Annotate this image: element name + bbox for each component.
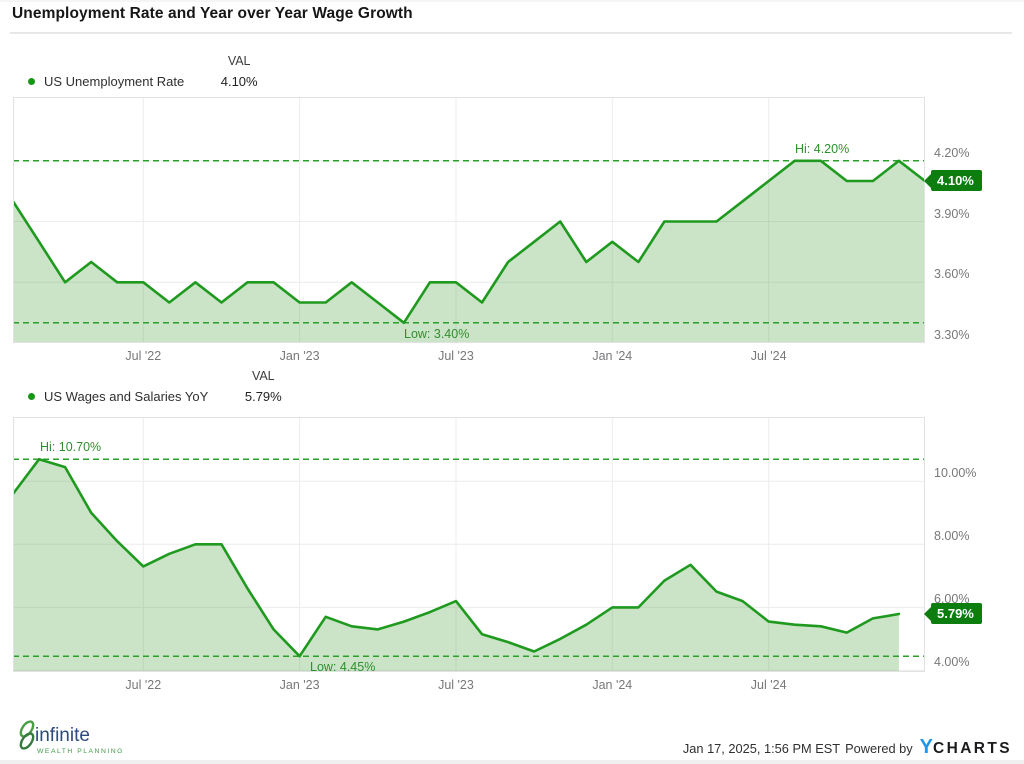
series-dot-icon: [28, 78, 35, 85]
y-axis-label: 8.00%: [934, 529, 970, 544]
y-axis-label: 3.30%: [934, 328, 970, 342]
series-name: US Unemployment Rate: [44, 74, 185, 89]
brand-name: infinite: [35, 725, 90, 746]
infinity-leaf-icon: [19, 720, 35, 750]
title-divider: [10, 32, 1012, 34]
unemployment-rate-chart[interactable]: 4.20% 3.90% 3.60% 3.30% Jul '22 Jan '23 Jul '2…: [13, 97, 982, 363]
x-axis-label: Jan '23: [279, 678, 320, 692]
series-line: [13, 457, 901, 658]
val-column-header: VAL: [251, 369, 275, 383]
y-axis-label: 10.00%: [934, 466, 977, 481]
x-axis-label: Jan '24: [592, 349, 633, 363]
area-fill: [13, 459, 899, 672]
infinite-wealth-planning-logo: infinite WEALTH PLANNING: [14, 716, 124, 755]
report-timestamp: Jan 17, 2025, 1:56 PM EST: [682, 741, 841, 756]
current-value-badge: 4.10%: [924, 170, 982, 192]
series-dot-icon: [28, 393, 35, 400]
x-axis-label: Jul '24: [750, 349, 787, 363]
y-axis-label: 6.00%: [934, 592, 970, 607]
y-axis-label: 4.20%: [934, 145, 970, 160]
low-value-label: Low: 4.45%: [310, 660, 376, 675]
x-axis-label: Jan '24: [592, 678, 633, 692]
current-value-badge: 5.79%: [924, 603, 982, 624]
powered-by-label: Powered by: [845, 741, 913, 756]
series-line: [13, 159, 925, 325]
bottom-border: [0, 760, 1024, 764]
series-name: US Wages and Salaries YoY: [44, 389, 209, 404]
legend-wages: VAL US Wages and Salaries YoY 5.79%: [20, 369, 292, 404]
page-title: Unemployment Rate and Year over Year Wag…: [12, 5, 413, 22]
series-current-value: 5.79%: [244, 389, 282, 404]
x-axis-label: Jul '22: [125, 678, 162, 692]
wage-growth-chart[interactable]: 10.00% 8.00% 6.00% 4.00% Jul '22 Jan '23 Jul '…: [13, 417, 982, 692]
ycharts-logo-charts: CHARTS: [933, 740, 1012, 757]
ycharts-logo-y: Y: [919, 736, 934, 758]
x-axis-label: Jul '23: [438, 349, 474, 363]
hi-value-label: Hi: 4.20%: [795, 141, 850, 156]
plot-border: [13, 97, 925, 343]
brand-subtitle: WEALTH PLANNING: [37, 748, 124, 755]
x-axis-label: Jul '23: [438, 678, 474, 692]
val-column-header: VAL: [227, 54, 251, 68]
x-axis-label: Jan '23: [279, 349, 320, 363]
hi-value-label: Hi: 10.70%: [40, 440, 102, 455]
low-value-label: Low: 3.40%: [404, 326, 470, 341]
chart-plot-area: [13, 417, 925, 672]
legend-unemployment: VAL US Unemployment Rate 4.10%: [20, 54, 268, 89]
ycharts-logo[interactable]: Y CHARTS: [919, 736, 1012, 758]
x-axis-label: Jul '22: [125, 349, 162, 363]
x-axis-label: Jul '24: [750, 678, 787, 692]
area-fill: [13, 160, 925, 343]
series-current-value: 4.10%: [220, 74, 258, 89]
y-axis-label: 3.60%: [934, 267, 970, 282]
y-axis-label: 3.90%: [934, 206, 970, 221]
chart-plot-area: [13, 97, 925, 343]
top-border: [0, 0, 1024, 2]
y-axis-label: 4.00%: [934, 655, 970, 670]
plot-border: [13, 417, 925, 672]
